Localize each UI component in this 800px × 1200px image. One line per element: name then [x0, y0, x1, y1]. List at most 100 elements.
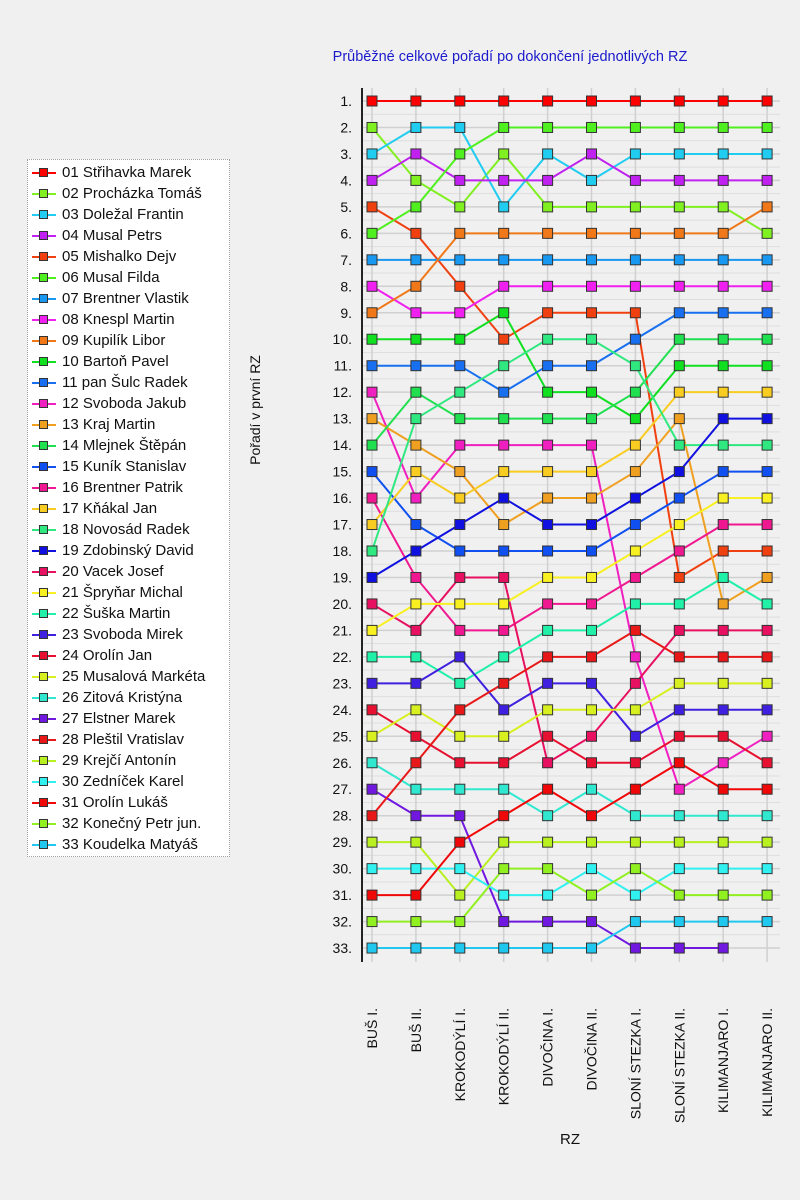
data-point	[366, 333, 378, 345]
y-tick-label: 11.	[334, 358, 352, 374]
data-point	[717, 863, 729, 875]
y-tick-label: 2.	[340, 119, 352, 135]
data-point	[717, 413, 729, 425]
data-point	[586, 757, 597, 769]
data-point	[542, 863, 554, 875]
legend-marker-icon	[32, 230, 56, 242]
data-point	[761, 651, 773, 663]
series-17	[366, 386, 773, 531]
data-point	[366, 280, 378, 292]
y-tick-label: 26.	[333, 755, 352, 771]
legend-label: 13 Kraj Martin	[62, 416, 156, 433]
data-point	[586, 174, 597, 186]
data-point	[498, 227, 510, 239]
data-point	[629, 730, 641, 742]
x-tick-label: BUŠ II.	[408, 1008, 424, 1052]
data-point	[454, 704, 466, 716]
series-04	[366, 148, 773, 186]
data-point	[498, 624, 510, 636]
data-point	[366, 148, 378, 160]
data-point	[454, 545, 466, 557]
data-point	[629, 174, 641, 186]
data-point	[629, 677, 641, 689]
data-point	[366, 360, 378, 372]
data-point	[673, 360, 685, 372]
data-point	[717, 201, 729, 213]
data-point	[542, 121, 554, 133]
data-point	[673, 95, 685, 107]
data-point	[410, 889, 422, 901]
data-point	[629, 227, 641, 239]
data-point	[542, 413, 554, 425]
data-point	[761, 121, 773, 133]
data-point	[542, 889, 554, 901]
data-point	[673, 598, 685, 610]
data-point	[542, 730, 554, 742]
x-axis-label: RZ	[560, 1131, 580, 1148]
legend-marker-icon	[32, 776, 56, 788]
data-point	[717, 783, 729, 795]
data-point	[717, 916, 729, 928]
legend-marker-icon	[32, 797, 56, 809]
data-point	[717, 95, 729, 107]
data-point	[673, 386, 685, 398]
data-point	[717, 836, 729, 848]
data-point	[717, 677, 729, 689]
series-line	[371, 497, 768, 632]
data-point	[761, 492, 773, 504]
data-point	[454, 227, 466, 239]
data-point	[410, 545, 422, 557]
legend-label: 03 Doležal Frantin	[62, 206, 184, 223]
data-point	[761, 95, 773, 107]
data-point	[717, 307, 729, 319]
data-point	[673, 201, 685, 213]
data-point	[454, 333, 466, 345]
data-point	[410, 863, 422, 875]
data-point	[761, 227, 773, 239]
data-point	[410, 254, 422, 266]
data-point	[410, 360, 422, 372]
data-point	[410, 704, 422, 716]
data-point	[542, 439, 554, 451]
y-tick-label: 15.	[333, 464, 352, 480]
data-point	[629, 836, 641, 848]
data-point	[586, 916, 597, 928]
legend-item: 14 Mlejnek Štěpán	[28, 435, 229, 456]
data-point	[498, 386, 510, 398]
data-point	[366, 836, 378, 848]
data-point	[410, 942, 422, 954]
data-point	[761, 783, 773, 795]
legend-marker-icon	[32, 377, 56, 389]
legend-marker-icon	[32, 755, 56, 767]
data-point	[629, 545, 641, 557]
data-point	[410, 757, 422, 769]
legend-marker-icon	[32, 566, 56, 578]
series-line	[372, 655, 768, 738]
data-point	[498, 413, 510, 425]
legend-label: 05 Mishalko Dejv	[62, 248, 177, 265]
legend-label: 22 Šuška Martin	[62, 605, 171, 622]
series-19	[366, 413, 773, 583]
data-point	[542, 307, 554, 319]
data-point	[673, 836, 685, 848]
legend-marker-icon	[32, 167, 56, 179]
legend-item: 03 Doležal Frantin	[28, 204, 229, 225]
legend-marker-icon	[32, 398, 56, 410]
legend-item: 29 Krejčí Antonín	[28, 750, 229, 771]
data-point	[454, 836, 466, 848]
series-line	[371, 126, 768, 235]
data-point	[673, 333, 685, 345]
data-point	[761, 148, 773, 160]
data-point	[761, 519, 773, 531]
y-tick-label: 19.	[333, 569, 352, 585]
y-axis-label: Pořadí v první RZ	[247, 355, 263, 465]
data-point	[454, 466, 466, 478]
x-tick-label: KROKODÝLÍ II.	[496, 1008, 512, 1105]
data-point	[542, 466, 554, 478]
legend-label: 20 Vacek Josef	[62, 563, 164, 580]
data-point	[498, 121, 510, 133]
data-point	[629, 333, 641, 345]
data-point	[542, 386, 554, 398]
data-point	[586, 360, 597, 372]
data-point	[498, 889, 510, 901]
